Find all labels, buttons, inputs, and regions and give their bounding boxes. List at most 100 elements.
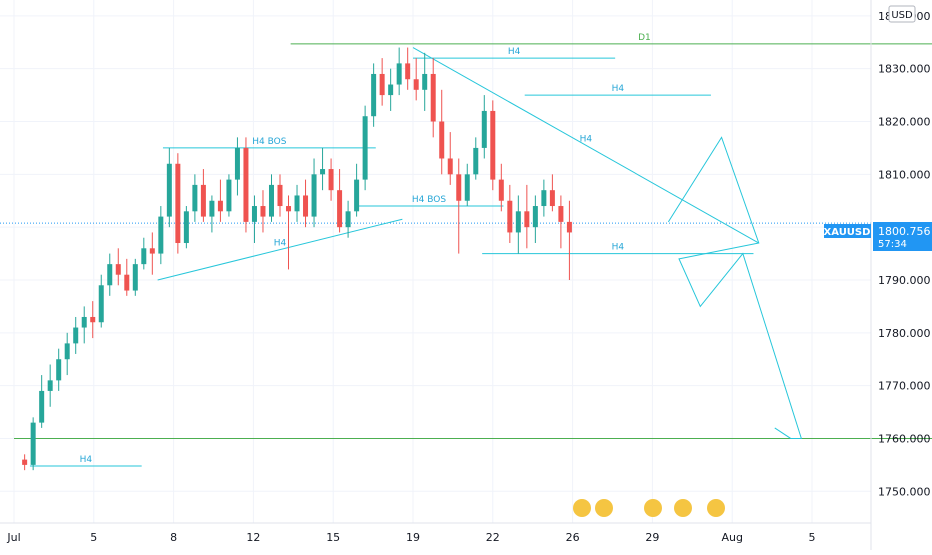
candle-body <box>328 169 334 191</box>
annotation-label: H4 <box>508 47 521 57</box>
candle-body <box>430 73 436 122</box>
candle-body <box>98 285 104 323</box>
candle-body <box>320 169 326 175</box>
candle-body <box>158 216 164 254</box>
x-tick-label: Aug <box>721 531 742 544</box>
candle-body <box>558 206 564 222</box>
annotation-label: H4 BOS <box>252 137 286 147</box>
candle-body <box>396 63 402 85</box>
candle-body <box>200 184 206 217</box>
price-axis[interactable]: 1840.0001830.0001820.0001810.0001800.000… <box>878 10 931 498</box>
candle-body <box>22 459 28 465</box>
y-tick-label: 1750.000 <box>878 485 931 498</box>
candle-body <box>388 84 394 96</box>
candle-body <box>311 174 317 217</box>
event-flag-icon[interactable] <box>573 499 591 517</box>
symbol-label: XAUUSD <box>824 227 871 238</box>
candle-body <box>354 179 360 212</box>
candle-body <box>277 184 283 207</box>
event-flag-icon[interactable] <box>674 499 692 517</box>
candle-body <box>132 264 138 291</box>
candle-body <box>413 79 419 90</box>
y-tick-label: 1770.000 <box>878 380 931 393</box>
candle-body <box>286 206 292 212</box>
annotation-label: H4 <box>580 134 593 144</box>
candle-body <box>47 380 53 391</box>
candle-body <box>371 73 377 117</box>
annotation-label: D1 <box>638 33 651 43</box>
candle-body <box>183 211 189 244</box>
candle-body <box>175 163 181 244</box>
y-tick-label: 1820.000 <box>878 116 931 129</box>
symbol-tag <box>824 224 871 238</box>
annotation-label: H4 <box>80 455 93 465</box>
x-tick-label: 15 <box>326 531 340 544</box>
annotation-label: H4 <box>612 84 625 94</box>
candles <box>22 47 572 471</box>
candle-body <box>73 327 79 344</box>
y-tick-label: 1790.000 <box>878 274 931 287</box>
candle-body <box>81 316 87 328</box>
y-tick-label: 1830.000 <box>878 63 931 76</box>
event-flags[interactable] <box>573 499 725 517</box>
candle-body <box>541 190 547 207</box>
annotation-label: H4 <box>612 243 625 253</box>
candle-body <box>90 316 96 323</box>
candle-body <box>226 179 232 212</box>
x-tick-label: 29 <box>645 531 659 544</box>
currency-badge[interactable] <box>888 5 916 23</box>
event-flag-icon[interactable] <box>707 499 725 517</box>
candle-body <box>64 343 70 360</box>
candle-body <box>422 73 428 90</box>
candle-body <box>507 200 513 233</box>
event-flag-icon[interactable] <box>644 499 662 517</box>
candle-body <box>30 422 36 465</box>
candle-body <box>524 211 530 228</box>
candle-body <box>303 195 309 217</box>
last-price-tag <box>873 222 932 251</box>
x-tick-label: Jul <box>6 531 20 544</box>
candle-body <box>405 63 411 80</box>
x-tick-label: 8 <box>170 531 177 544</box>
candle-body <box>515 211 521 233</box>
candle-body <box>345 211 351 228</box>
candle-body <box>56 359 62 381</box>
candle-body <box>532 206 538 228</box>
candle-body <box>379 73 385 96</box>
currency-label: USD <box>891 10 913 21</box>
time-axis[interactable]: Jul 5 8 12 15 19 22 26 29 Aug 5 <box>6 531 815 544</box>
candle-body <box>39 390 45 423</box>
candle-body <box>447 158 453 175</box>
candle-body <box>243 147 249 222</box>
annotation-line <box>157 218 403 281</box>
candle-body <box>549 190 555 207</box>
candle-body <box>337 190 343 228</box>
grid <box>0 0 871 523</box>
candle-body <box>234 147 240 180</box>
candle-body <box>498 179 504 201</box>
candle-body <box>268 184 274 217</box>
candle-body <box>209 200 215 217</box>
candle-body <box>464 174 470 201</box>
x-tick-label: 22 <box>486 531 500 544</box>
y-tick-label: 1780.000 <box>878 327 931 340</box>
candle-body <box>456 174 462 201</box>
annotations: H4 H4 H4 BOS H4 BOS H4 H4 H4 H4 D1 <box>14 33 932 467</box>
candle-body <box>141 248 147 265</box>
annotation-label: H4 BOS <box>412 195 446 205</box>
event-flag-icon[interactable] <box>595 499 613 517</box>
candle-body <box>481 110 487 148</box>
candle-body <box>490 110 496 180</box>
candle-body <box>439 121 445 159</box>
x-tick-label: 12 <box>246 531 260 544</box>
candle-body <box>362 116 368 180</box>
candle-body <box>107 264 113 286</box>
x-tick-label: 5 <box>809 531 816 544</box>
candle-body <box>251 206 257 222</box>
candle-body <box>260 206 266 217</box>
y-tick-label: 1760.000 <box>878 432 931 445</box>
y-tick-label: 1810.000 <box>878 168 931 181</box>
candle-body <box>566 221 572 233</box>
